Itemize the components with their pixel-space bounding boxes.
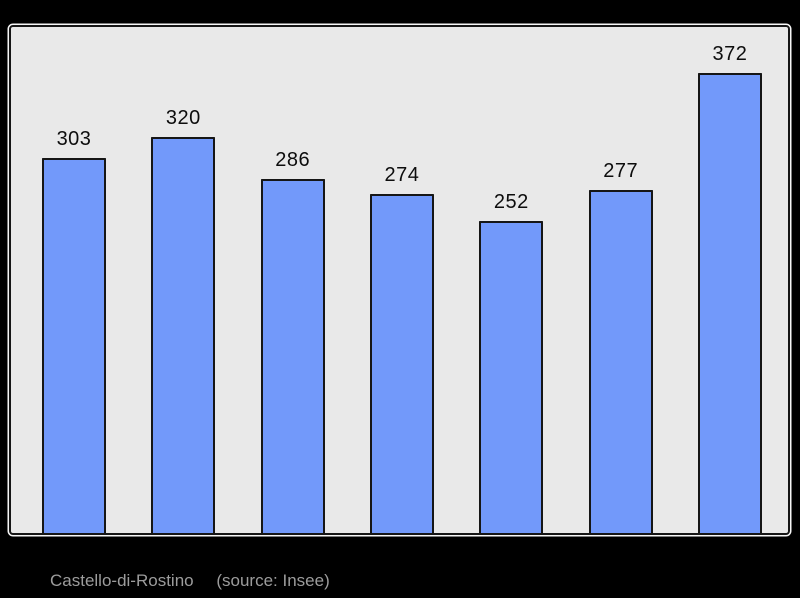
bar bbox=[479, 221, 544, 533]
bar-value-label: 286 bbox=[275, 149, 311, 171]
bar-value-label: 320 bbox=[165, 107, 201, 129]
chart-caption: Castello-di-Rostino (source: Insee) bbox=[50, 571, 330, 591]
bar-value-label: 277 bbox=[603, 160, 639, 182]
bar-value-label: 252 bbox=[493, 191, 529, 213]
chart-source-note: (source: Insee) bbox=[216, 571, 330, 590]
bar bbox=[260, 179, 325, 533]
chart-title: Castello-di-Rostino bbox=[50, 571, 194, 590]
bar bbox=[697, 73, 762, 533]
bar-value-label: 372 bbox=[712, 43, 748, 65]
chart-plot-panel: 303 320 286 274 252 277 372 bbox=[9, 25, 790, 535]
bar-value-label: 274 bbox=[384, 164, 420, 186]
bar bbox=[42, 158, 106, 533]
bar bbox=[151, 137, 216, 533]
bar-value-label: 303 bbox=[56, 128, 92, 150]
bar bbox=[369, 194, 434, 533]
bar bbox=[588, 190, 653, 533]
plot-area: 303 320 286 274 252 277 372 bbox=[11, 27, 788, 533]
